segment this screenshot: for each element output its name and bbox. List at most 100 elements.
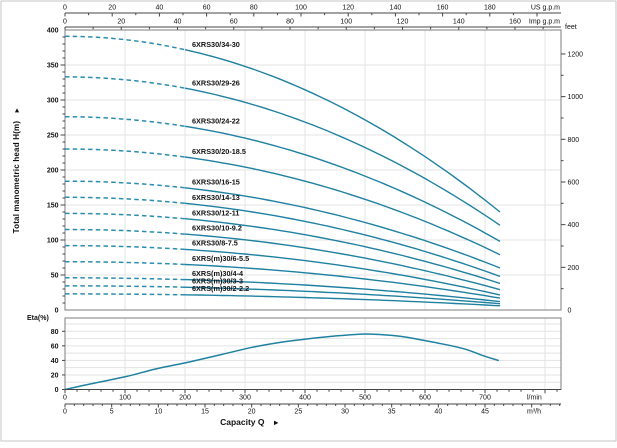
pump-curve-label: 6XRS30/29-26 <box>192 78 240 87</box>
feet-unit-label: feet <box>565 24 577 31</box>
us-gpm-ruler-tick-label: 20 <box>108 5 116 12</box>
main-chart <box>64 29 562 311</box>
pump-curve-6XRS(m)30/3-3: 6XRS(m)30/3-3 <box>65 276 501 305</box>
imp-gpm-ruler-unit-label: Imp g.p.m <box>529 19 560 26</box>
feet-tick-label: 1200 <box>568 51 584 58</box>
eta-tick-label: 20 <box>51 372 59 379</box>
us-gpm-ruler-tick-label: 60 <box>203 5 211 12</box>
pump-curves-group: 6XRS30/34-30 6XRS30/29-26 6XRS30/24-22 6XRS… <box>64 35 501 307</box>
pump-curve-solid-segment <box>184 263 501 299</box>
us-gpm-ruler-tick-label: 40 <box>156 5 164 12</box>
lmin-tick-label: 500 <box>359 395 371 402</box>
feet-axis: 0 200 400 600 800 1000 1200 feet <box>561 24 583 315</box>
y-axis-title: Total manometric head H(m) ► <box>12 60 24 280</box>
pump-curve-6XRS(m)30/2-2.2: 6XRS(m)30/2-2.2 <box>65 284 501 307</box>
up-arrow-icon: ► <box>14 106 21 114</box>
us-gpm-ruler-tick-label: 160 <box>437 5 449 12</box>
m3h-ruler: 0 5 10 15 20 25 30 35 40 45 m³/h <box>63 403 561 416</box>
pump-curve-6XRS30/24-22: 6XRS30/24-22 <box>65 116 501 243</box>
pump-curve-solid-segment <box>184 187 501 269</box>
imp-gpm-ruler-tick-label: 20 <box>117 19 125 26</box>
pump-curve-label: 6XRS(m)30/2-2.2 <box>192 284 249 293</box>
pump-curve-solid-segment <box>184 218 501 285</box>
m3h-tick-label: 45 <box>481 409 489 416</box>
pump-curve-label: 6XRS(m)30/6-5.5 <box>192 254 249 263</box>
imp-gpm-ruler-tick-label: 0 <box>63 19 67 26</box>
pump-curve-label: 6XRS30/8-7.5 <box>192 239 238 248</box>
m3h-tick-label: 5 <box>110 409 114 416</box>
imp-gpm-ruler-tick-label: 140 <box>453 19 465 26</box>
pump-curve-6XRS30/16-15: 6XRS30/16-15 <box>65 177 501 269</box>
head-tick-label: 250 <box>47 133 59 140</box>
m3h-tick-label: 25 <box>294 409 302 416</box>
y-axis-title-text: Total manometric head H(m) <box>12 120 21 234</box>
head-axis: 0 50 100 150 200 250 300 350 400 <box>47 28 65 315</box>
imp-gpm-ruler-tick-label: 60 <box>230 19 238 26</box>
head-tick-label: 0 <box>55 308 59 315</box>
lmin-tick-label: 200 <box>179 395 191 402</box>
us-gpm-ruler-tick-label: 120 <box>342 5 354 12</box>
head-tick-label: 350 <box>47 63 59 70</box>
pump-curve-solid-segment <box>184 286 501 305</box>
m3h-tick-label: 20 <box>248 409 256 416</box>
pump-curve-label: 6XRS30/34-30 <box>192 40 240 49</box>
pump-curve-label: 6XRS30/24-22 <box>192 116 240 125</box>
imp-gpm-ruler-tick-label: 120 <box>397 19 409 26</box>
pump-curve-label: 6XRS30/14-13 <box>192 193 240 202</box>
eta-tick-label: 80 <box>51 329 59 336</box>
m3h-tick-label: 15 <box>201 409 209 416</box>
m3h-tick-label: 0 <box>63 409 67 416</box>
imp-gpm-ruler: 0 20 40 60 80 100 120 140 160 Imp g.p.m <box>63 19 561 31</box>
lmin-tick-label: 0 <box>63 395 67 402</box>
us-gpm-ruler-tick-label: 180 <box>484 5 496 12</box>
eta-axis-title: Eta(%) <box>27 315 49 322</box>
pump-curve-6XRS30/10-9.2: 6XRS30/10-9.2 <box>65 224 501 291</box>
pump-curve-label: 6XRS30/20-18.5 <box>192 147 246 156</box>
pump-curve-solid-segment <box>184 125 501 243</box>
lmin-unit-label: l/min <box>527 395 542 402</box>
m3h-tick-label: 10 <box>154 409 162 416</box>
pump-curve-dashed-segment <box>65 116 186 128</box>
pump-curve-label: 6XRS30/10-9.2 <box>192 224 242 233</box>
feet-tick-label: 400 <box>568 222 580 229</box>
pump-curve-6XRS30/12-11: 6XRS30/12-11 <box>65 208 501 285</box>
lmin-tick-label: 400 <box>299 395 311 402</box>
pump-curve-solid-segment <box>184 294 501 307</box>
pump-curve-6XRS30/34-30: 6XRS30/34-30 <box>64 35 501 213</box>
pump-curve-label: 6XRS30/12-11 <box>192 208 239 217</box>
m3h-tick-label: 40 <box>434 409 442 416</box>
eta-tick-label: 40 <box>51 358 59 365</box>
imp-gpm-ruler-tick-label: 80 <box>286 19 294 26</box>
pump-curve-solid-segment <box>184 278 501 303</box>
pump-curve-6XRS30/20-18.5: 6XRS30/20-18.5 <box>65 147 501 256</box>
us-gpm-ruler-unit-label: US g.p.m <box>531 5 560 12</box>
lmin-ruler: 0 100 200 300 400 500 600 700 l/min <box>63 389 561 402</box>
head-tick-label: 150 <box>47 203 59 210</box>
eta-tick-label: 0 <box>55 387 59 394</box>
x-axis-title-text: Capacity Q <box>220 417 265 427</box>
feet-tick-label: 1000 <box>568 94 584 101</box>
head-tick-label: 400 <box>47 28 59 35</box>
pump-curve-solid-segment <box>184 156 501 256</box>
lmin-tick-label: 100 <box>119 395 131 402</box>
pump-curve-label: 6XRS30/16-15 <box>192 177 240 186</box>
pump-curve-6XRS30/14-13: 6XRS30/14-13 <box>65 193 501 278</box>
pump-curve-solid-segment <box>184 202 501 278</box>
pump-curve-solid-segment <box>184 233 501 291</box>
pump-curve-dashed-segment <box>65 76 186 89</box>
head-tick-label: 200 <box>47 168 59 175</box>
eta-curve <box>64 333 499 391</box>
head-tick-label: 300 <box>47 98 59 105</box>
pump-curve-6XRS30/29-26: 6XRS30/29-26 <box>65 76 501 226</box>
us-gpm-ruler-tick-label: 0 <box>63 5 67 12</box>
lmin-tick-label: 700 <box>479 395 491 402</box>
imp-gpm-ruler-tick-label: 160 <box>509 19 521 26</box>
eta-chart: 0 20 40 60 80 <box>51 317 562 394</box>
m3h-tick-label: 35 <box>388 409 396 416</box>
m3h-tick-label: 30 <box>341 409 349 416</box>
feet-tick-label: 600 <box>568 179 580 186</box>
pump-curve-label: 6XRS(m)30/4-4 <box>192 269 244 278</box>
pump-curve-solid-segment <box>184 49 501 213</box>
